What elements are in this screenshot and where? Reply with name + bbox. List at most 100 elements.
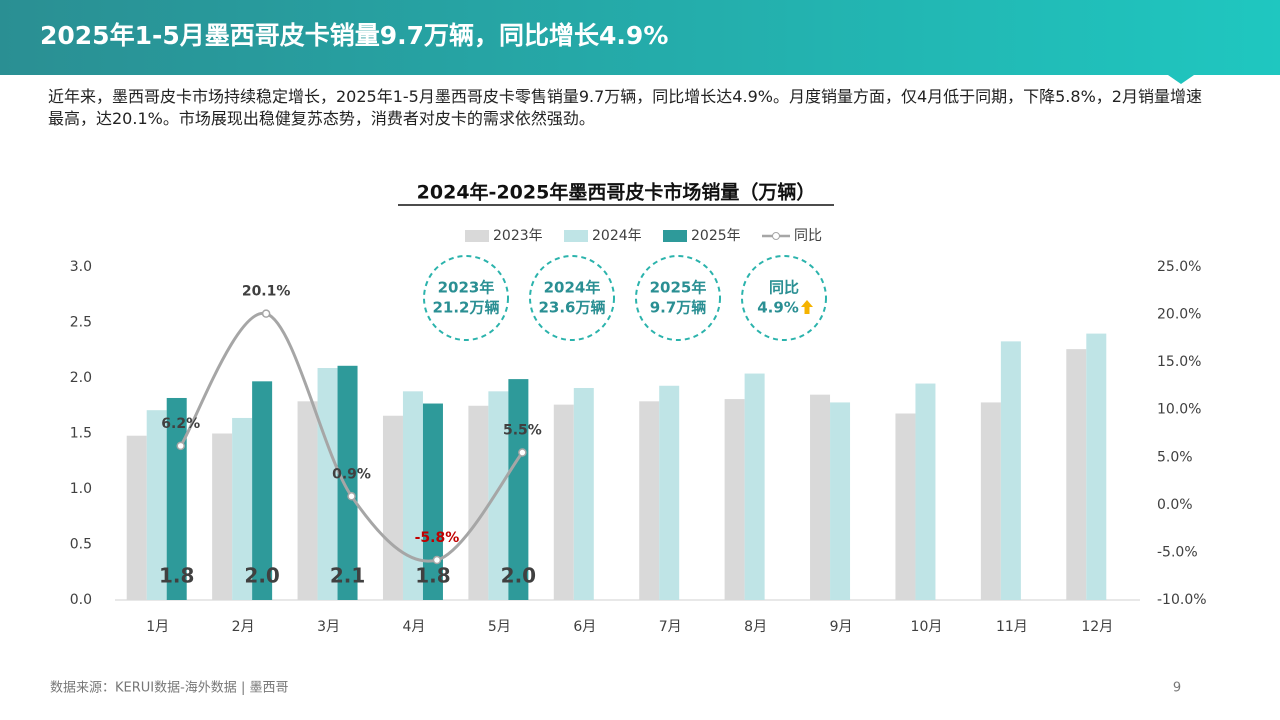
- y-tick-label: 0.5: [70, 537, 92, 553]
- page-title: 2025年1-5月墨西哥皮卡销量9.7万辆，同比增长4.9%: [40, 21, 668, 50]
- y2-tick-label: 5.0%: [1157, 449, 1193, 465]
- y2-tick-label: -5.0%: [1157, 544, 1198, 560]
- chart-title: 2024年-2025年墨西哥皮卡市场销量（万辆）: [417, 181, 816, 204]
- bar: [724, 399, 745, 600]
- summary: 近年来，墨西哥皮卡市场持续稳定增长，2025年1-5月墨西哥皮卡零售销量9.7万…: [48, 87, 1202, 128]
- badge-ring: [741, 255, 827, 341]
- y-tick-label: 1.0: [70, 481, 92, 497]
- badge-value: 23.6万辆: [538, 299, 605, 317]
- bar: [212, 433, 233, 600]
- x-tick-label: 11月: [996, 619, 1028, 635]
- bar: [810, 394, 831, 600]
- yoy-label: 5.5%: [503, 423, 542, 439]
- bar: [402, 391, 423, 600]
- badge-label: 2023年: [438, 279, 495, 297]
- badge-value: 9.7万辆: [650, 299, 707, 317]
- bar: [1000, 341, 1021, 600]
- bar: [232, 417, 253, 600]
- bar-value-label: 2.0: [501, 564, 536, 588]
- y2-tick-label: 0.0%: [1157, 497, 1193, 513]
- bar: [337, 365, 358, 600]
- badge-ring: [529, 255, 615, 341]
- bar: [488, 391, 509, 600]
- badge-value: 21.2万辆: [432, 299, 499, 317]
- bar: [915, 383, 936, 600]
- bar: [980, 402, 1001, 600]
- legend-label: 同比: [794, 228, 822, 244]
- legend-label: 2023年: [493, 228, 543, 244]
- bar-value-label: 2.0: [244, 564, 279, 588]
- y-tick-label: 1.5: [70, 426, 92, 442]
- bar: [382, 415, 403, 600]
- x-tick-label: 4月: [402, 619, 425, 635]
- legend-swatch: [465, 230, 489, 242]
- bar: [553, 404, 574, 600]
- x-tick-label: 7月: [659, 619, 682, 635]
- bar: [1086, 333, 1107, 600]
- yoy-label: 0.9%: [332, 466, 371, 482]
- bar: [639, 401, 660, 600]
- bar: [744, 373, 765, 600]
- bar: [830, 402, 851, 600]
- yoy-line: [179, 312, 524, 563]
- badge-ring: [635, 255, 721, 341]
- badge-value: 4.9%: [757, 299, 799, 317]
- bar: [573, 387, 594, 600]
- legend-swatch: [564, 230, 588, 242]
- legend-label: 2024年: [592, 228, 642, 244]
- x-tick-label: 8月: [744, 619, 767, 635]
- bar: [1066, 349, 1087, 600]
- legend-marker: [772, 232, 780, 240]
- x-tick-label: 3月: [317, 619, 340, 635]
- summary-box: 近年来，墨西哥皮卡市场持续稳定增长，2025年1-5月墨西哥皮卡零售销量9.7万…: [48, 87, 1202, 128]
- y-tick-label: 2.5: [70, 315, 92, 331]
- source: 数据来源：KERUI数据-海外数据 | 墨西哥: [50, 681, 288, 696]
- bar: [317, 368, 338, 600]
- badge-label: 同比: [769, 279, 799, 297]
- bar: [895, 413, 916, 600]
- bar-value-label: 1.8: [415, 564, 450, 588]
- badge-ring: [423, 255, 509, 341]
- yoy-marker: [176, 441, 185, 451]
- x-tick-label: 10月: [911, 619, 943, 635]
- yoy-marker: [432, 555, 442, 565]
- y2-tick-label: 15.0%: [1157, 354, 1201, 370]
- y2-tick-label: 25.0%: [1157, 259, 1201, 275]
- y2-tick-label: 20.0%: [1157, 307, 1201, 323]
- bar-value-label: 2.1: [330, 564, 365, 588]
- up-arrow: [801, 300, 813, 314]
- badge-label: 2024年: [544, 279, 601, 297]
- legend-label: 2025年: [691, 228, 741, 244]
- legend-swatch: [663, 230, 687, 242]
- x-tick-label: 1月: [146, 619, 169, 635]
- bar: [297, 401, 318, 600]
- bar: [659, 385, 680, 600]
- x-tick-label: 9月: [830, 619, 853, 635]
- yoy-marker: [518, 448, 527, 457]
- page-number: 9: [1173, 681, 1181, 696]
- bar: [126, 435, 147, 600]
- x-tick-label: 5月: [488, 619, 511, 635]
- badge-label: 2025年: [650, 279, 707, 297]
- bar-value-label: 1.8: [159, 564, 194, 588]
- header-pointer: [1168, 75, 1194, 84]
- x-tick-label: 12月: [1081, 619, 1113, 635]
- yoy-marker: [347, 492, 356, 501]
- bar: [146, 410, 167, 600]
- header-bar: [0, 0, 1280, 75]
- yoy-label: 20.1%: [242, 284, 291, 300]
- yoy-label: -5.8%: [415, 530, 460, 546]
- y-tick-label: 2.0: [70, 370, 92, 386]
- y-tick-label: 0.0: [70, 592, 92, 608]
- yoy-marker: [261, 309, 271, 318]
- bar: [422, 403, 443, 600]
- yoy-label: 6.2%: [161, 416, 200, 432]
- y-tick-label: 3.0: [70, 259, 92, 275]
- bar: [508, 379, 529, 600]
- bar: [252, 381, 273, 600]
- y2-tick-label: 10.0%: [1157, 402, 1201, 418]
- x-tick-label: 6月: [573, 619, 596, 635]
- bar: [468, 405, 489, 600]
- y2-tick-label: -10.0%: [1157, 592, 1207, 608]
